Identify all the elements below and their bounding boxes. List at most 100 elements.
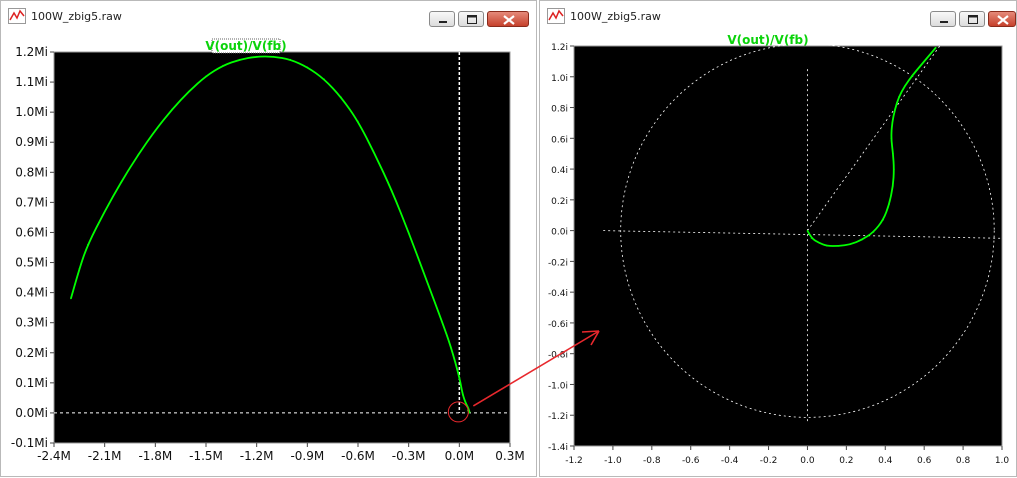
y-tick-label: -1.0i <box>548 381 568 391</box>
x-tick-label: -1.8M <box>138 449 172 463</box>
data-point <box>882 219 884 221</box>
trace-label: V(out)/V(fb) <box>727 33 808 47</box>
data-point <box>70 298 72 300</box>
y-tick-label: 0.4Mi <box>15 286 48 300</box>
data-point <box>87 243 89 246</box>
x-tick-label: 0.4 <box>878 456 893 466</box>
data-point <box>272 55 275 58</box>
data-point <box>205 75 207 77</box>
plot-area[interactable]: -1.2 -1.0 -0.8 -0.6 -0.4 -0.2 0.0 0.2 0.4 0.6 0.8 1… <box>540 31 1017 478</box>
data-point <box>468 410 471 413</box>
x-tick-label: 0.8 <box>956 456 971 466</box>
data-point <box>919 65 921 67</box>
x-tick-label: -2.1M <box>88 449 122 463</box>
x-tick-label: -0.4 <box>721 456 739 466</box>
maximize-icon <box>968 15 978 24</box>
window-titlebar[interactable]: 100W_zbig5.raw <box>540 1 1016 31</box>
data-point <box>188 90 190 92</box>
data-point <box>340 96 342 98</box>
close-icon <box>503 15 515 25</box>
y-tick-label: 0.9Mi <box>15 135 48 149</box>
data-point <box>120 180 123 182</box>
y-tick-label: 0.7Mi <box>15 195 48 209</box>
data-point <box>441 322 444 324</box>
data-point <box>861 239 863 241</box>
data-point <box>893 168 895 170</box>
maximize-button[interactable] <box>458 11 484 27</box>
data-point <box>898 96 900 98</box>
y-tick-label: 0.0Mi <box>15 406 48 420</box>
y-tick-label: 0.2i <box>551 197 568 207</box>
data-point <box>239 58 241 61</box>
data-point <box>154 129 156 131</box>
x-tick-label: -0.8 <box>643 456 661 466</box>
y-tick-label: 0.6i <box>551 135 568 145</box>
plot-frame <box>53 51 511 444</box>
x-tick-label: 0.0M <box>445 449 474 463</box>
y-tick-label: -0.6i <box>548 320 568 330</box>
data-point <box>849 243 851 246</box>
data-point <box>467 406 469 408</box>
x-tick-label: -2.4M <box>37 449 71 463</box>
x-tick-label: 0.2 <box>839 456 853 466</box>
data-point <box>357 120 359 122</box>
x-tick-label: -1.2 <box>565 456 583 466</box>
data-point <box>837 245 840 247</box>
y-tick-label: -1.4i <box>548 443 568 453</box>
y-tick-label: 0.4i <box>551 166 568 176</box>
plot-area[interactable]: -2.4M -2.1M -1.8M -1.5M -1.2M -0.9M -0.6M -0.3M… <box>1 31 538 478</box>
data-point <box>374 153 376 155</box>
data-point <box>892 185 894 187</box>
trace-label-box <box>211 38 281 54</box>
data-point <box>104 210 106 213</box>
x-tick-label: 0.6 <box>917 456 932 466</box>
data-point <box>323 78 325 80</box>
data-point <box>467 409 469 411</box>
data-point <box>894 108 896 110</box>
plot-frame <box>573 45 1003 447</box>
data-point <box>78 267 80 270</box>
data-point <box>904 85 906 87</box>
y-tick-label: -1.2i <box>548 412 568 422</box>
close-button[interactable] <box>487 11 529 27</box>
x-tick-label: 0.3M <box>495 449 524 463</box>
reference-lines <box>54 52 510 414</box>
y-tick-label: -0.8i <box>548 351 568 361</box>
data-point <box>806 230 809 232</box>
waveform-icon <box>547 8 565 24</box>
x-tick-label: -0.3M <box>392 449 426 463</box>
data-point <box>171 108 173 110</box>
plot-window-left[interactable]: 100W_zbig5.raw -2.4M -2.1M -1.8M -1.5M -1.2M… <box>0 0 537 477</box>
x-tick-label: -1.0 <box>604 456 622 466</box>
y-tick-label: 0.8i <box>551 105 568 115</box>
x-tick-label: -1.5M <box>189 449 223 463</box>
plot-window-right[interactable]: 100W_zbig5.raw -1.2 -1.0 -0.8 -0.6 -0.4 -0.2 0… <box>539 0 1017 477</box>
waveform-icon <box>8 8 26 24</box>
minimize-button[interactable] <box>930 11 956 27</box>
real-axis-line <box>603 230 1003 239</box>
y-tick-label: -0.1Mi <box>11 436 48 450</box>
data-point <box>810 237 812 239</box>
window-titlebar[interactable]: 100W_zbig5.raw <box>1 1 536 31</box>
data-point <box>927 56 929 58</box>
maximize-button[interactable] <box>959 11 985 27</box>
y-tick-label: 0.6Mi <box>15 225 48 239</box>
close-button[interactable] <box>988 11 1016 27</box>
data-point <box>890 137 892 139</box>
y-tick-label: 1.1Mi <box>15 75 48 89</box>
y-tick-label: 1.0i <box>551 74 568 84</box>
minimize-button[interactable] <box>429 11 455 27</box>
reference-lines <box>603 43 1003 423</box>
x-tick-label: 0.0 <box>800 456 815 466</box>
data-point <box>891 122 893 124</box>
data-point <box>256 55 258 58</box>
data-point <box>888 203 890 206</box>
data-point <box>873 231 875 233</box>
trace-label: V(out)/V(fb) <box>205 39 286 53</box>
y-tick-label: 1.2Mi <box>15 45 48 59</box>
data-point <box>462 394 464 396</box>
data-point <box>826 245 828 247</box>
data-point <box>818 242 820 244</box>
x-tick-label: -0.6 <box>682 456 700 466</box>
data-point <box>424 276 427 279</box>
